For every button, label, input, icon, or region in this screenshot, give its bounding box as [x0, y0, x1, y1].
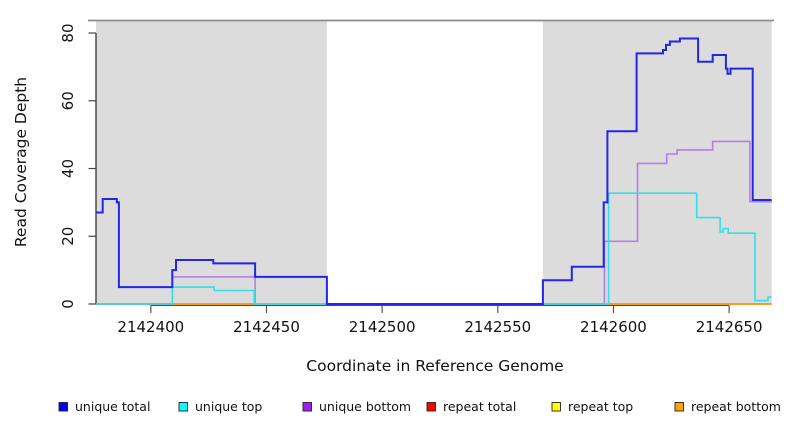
series-unique-top — [96, 192, 772, 305]
legend-swatch-repeat-top — [551, 402, 561, 412]
legend-layer: unique total unique top unique bottom repea… — [58, 399, 781, 414]
x-tick-label: 2142550 — [464, 318, 531, 336]
x-tick-label: 2142400 — [117, 318, 184, 336]
legend-label-repeat-top: repeat top — [568, 399, 633, 414]
legend-label-unique-bottom: unique bottom — [319, 399, 411, 414]
y-tick-label: 20 — [59, 227, 77, 246]
legend-label-repeat-total: repeat total — [443, 399, 516, 414]
y-tick-label: 80 — [59, 23, 77, 42]
x-tick-label: 2142450 — [233, 318, 300, 336]
legend-swatch-unique-total — [58, 402, 68, 412]
legend-swatch-unique-top — [178, 402, 188, 412]
x-tick-label: 2142500 — [349, 318, 416, 336]
x-tick-label: 2142600 — [580, 318, 647, 336]
y-tick-label: 0 — [59, 299, 77, 309]
legend-swatch-repeat-bottom — [674, 402, 684, 412]
axes-layer: 0 20 40 60 80 2142400 2142450 2142500 2142550 214… — [59, 23, 763, 336]
masked-region — [96, 20, 327, 305]
y-tick-label: 40 — [59, 159, 77, 178]
legend-label-unique-top: unique top — [195, 399, 262, 414]
legend-label-repeat-bottom: repeat bottom — [691, 399, 781, 414]
x-axis-title: Coordinate in Reference Genome — [306, 357, 563, 375]
series-layer — [96, 37, 772, 305]
legend-label-unique-total: unique total — [75, 399, 150, 414]
y-tick-label: 60 — [59, 91, 77, 110]
masked-regions-layer — [88, 19, 774, 305]
legend-swatch-repeat-total — [426, 402, 436, 412]
legend-swatch-unique-bottom — [302, 402, 312, 412]
y-axis-title: Read Coverage Depth — [12, 77, 30, 247]
x-tick-label: 2142650 — [696, 318, 763, 336]
series-unique-bottom — [96, 140, 772, 305]
series-unique-total — [96, 37, 772, 305]
